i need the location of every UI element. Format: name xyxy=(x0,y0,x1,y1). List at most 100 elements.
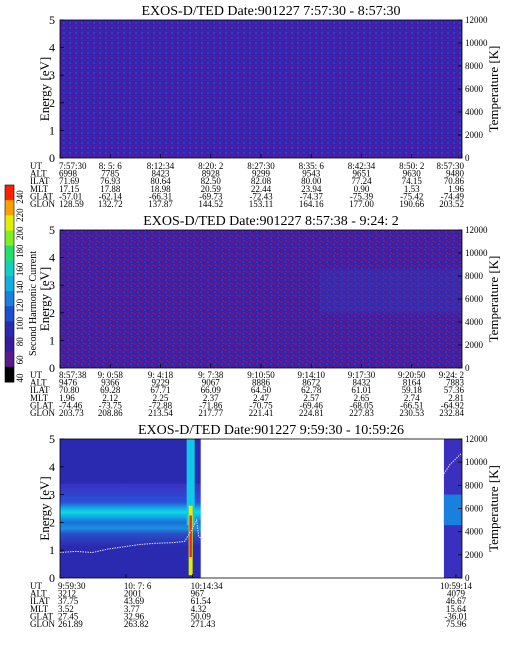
y-tick-label: 4 xyxy=(49,460,55,474)
ephemeris-cell: 137.87 xyxy=(148,199,173,209)
colorbar-swatch xyxy=(5,245,14,262)
colorbar-swatch xyxy=(5,321,14,338)
ephemeris-cell: 23.94 xyxy=(301,184,322,194)
ephemeris-cell: -66.51 xyxy=(400,400,423,410)
y-tick-label: 3 xyxy=(49,488,55,502)
ephemeris-cell: 232.84 xyxy=(439,408,464,418)
ephemeris-cell: 2.47 xyxy=(253,393,269,403)
ephemeris-cell: 3.77 xyxy=(124,604,140,614)
ephemeris-cell: 217.77 xyxy=(198,408,223,418)
heatmap-spike xyxy=(186,439,195,526)
ephemeris-cell: 70.80 xyxy=(59,385,80,395)
ephemeris-cell: 7:57:30 xyxy=(59,161,87,171)
ephemeris-cell: -36.01 xyxy=(444,611,467,621)
ephemeris-cell: 61.01 xyxy=(351,385,371,395)
ephemeris-cell: -72.88 xyxy=(149,400,173,410)
colorbar-tick-label: 240 xyxy=(15,190,25,204)
ephemeris-cell: 2.12 xyxy=(102,393,118,403)
ephemeris-cell: 208.86 xyxy=(98,408,123,418)
colorbar-tick-label: 100 xyxy=(15,316,25,330)
ephemeris-cell: 9366 xyxy=(101,378,120,388)
ephemeris-cell: -62.14 xyxy=(99,191,123,201)
colorbar-tick-label: 180 xyxy=(15,244,25,258)
ephemeris-cell: 1.53 xyxy=(404,184,420,194)
ephemeris-cell: 43.69 xyxy=(124,596,145,606)
ephemeris-cell: 128.59 xyxy=(59,199,84,209)
colorbar-swatch xyxy=(5,185,14,201)
ephemeris-cell: 263.82 xyxy=(124,619,149,629)
ephemeris-cell: -75.39 xyxy=(350,191,374,201)
ephemeris-cell: 80.00 xyxy=(301,176,322,186)
heatmap-band xyxy=(60,483,203,547)
y2-tick-label: 2000 xyxy=(465,130,484,140)
y2-tick-label: 12000 xyxy=(465,225,488,235)
ephemeris-cell: 74.15 xyxy=(402,176,423,186)
ephemeris-cell: 80.64 xyxy=(150,176,171,186)
colorbar-swatch xyxy=(5,366,14,383)
ephemeris-cell: 9: 4:18 xyxy=(148,370,174,380)
colorbar-frame xyxy=(4,184,15,383)
ephemeris-cell: 9476 xyxy=(59,378,78,388)
ephemeris-cell: 4079 xyxy=(447,589,466,599)
heatmap-band xyxy=(320,268,462,313)
ephemeris-row-label: MLT xyxy=(30,184,49,194)
y-tick-label: 5 xyxy=(49,432,55,446)
ephemeris-cell: 203.52 xyxy=(439,199,464,209)
y2-tick-label: 8000 xyxy=(465,271,484,281)
colorbar-swatch xyxy=(5,306,14,322)
ephemeris-cell: 164.16 xyxy=(299,199,324,209)
ephemeris-cell: -64.92 xyxy=(441,400,464,410)
ephemeris-cell: 8672 xyxy=(302,378,320,388)
ephemeris-cell: 8:50: 2 xyxy=(399,161,424,171)
ephemeris-row-label: ILAT xyxy=(30,596,50,606)
ephemeris-cell: 9:10:50 xyxy=(247,370,275,380)
y2-tick-label: 12000 xyxy=(465,15,488,25)
temperature-trace-end xyxy=(443,452,463,475)
ephemeris-cell: 8:35: 6 xyxy=(299,161,325,171)
ephemeris-cell: 8: 5: 6 xyxy=(99,161,123,171)
y-tick-label: 3 xyxy=(49,278,55,292)
ephemeris-cell: 8423 xyxy=(152,169,171,179)
panel-2: EXOS-D/TED Date:901227 8:57:38 - 9:24: 2… xyxy=(30,214,501,418)
ephemeris-cell: 57.36 xyxy=(444,385,465,395)
colorbar-tick-label: 200 xyxy=(15,226,25,240)
y-tick-label: 1 xyxy=(49,543,55,557)
ephemeris-cell: 50.09 xyxy=(191,611,212,621)
ephemeris-cell: 132.72 xyxy=(98,199,123,209)
ephemeris-cell: 75.96 xyxy=(446,619,467,629)
panel-title: EXOS-D/TED Date:901227 7:57:30 - 8:57:30 xyxy=(142,4,401,19)
colorbar-swatch xyxy=(5,200,14,216)
y-axis-label: Energy [eV] xyxy=(37,57,52,121)
temperature-trace xyxy=(59,518,204,554)
ephemeris-cell: 9:24: 2 xyxy=(439,370,464,380)
y2-axis-label: Temperature [K] xyxy=(486,46,501,133)
ephemeris-cell: 9299 xyxy=(252,169,271,179)
ephemeris-cell: 62.78 xyxy=(301,385,322,395)
ephemeris-cell: 9:17:30 xyxy=(348,370,376,380)
colorbar-tick-label: 140 xyxy=(15,280,25,294)
y2-tick-label: 10000 xyxy=(465,248,488,258)
ephemeris-cell: 61.54 xyxy=(191,596,212,606)
ephemeris-cell: 9:14:10 xyxy=(297,370,325,380)
y2-axis-label: Temperature [K] xyxy=(486,256,501,343)
ephemeris-cell: 230.53 xyxy=(399,408,424,418)
ephemeris-cell: 2.74 xyxy=(404,393,420,403)
colorbar-tick-label: 120 xyxy=(15,298,25,312)
panels: EXOS-D/TED Date:901227 7:57:30 - 8:57:30… xyxy=(30,4,501,629)
ephemeris-cell: 177.00 xyxy=(349,199,374,209)
ephemeris-cell: -72.43 xyxy=(249,191,273,201)
ephemeris-row-label: GLAT xyxy=(30,191,53,201)
ephemeris-row-label: GLON xyxy=(30,619,55,629)
ephemeris-cell: 64.50 xyxy=(251,385,272,395)
ephemeris-cell: 82.50 xyxy=(201,176,222,186)
ephemeris-cell: 144.52 xyxy=(198,199,223,209)
y-tick-label: 5 xyxy=(49,13,55,27)
ephemeris-cell: 32.96 xyxy=(124,611,145,621)
ephemeris-row-label: GLON xyxy=(30,199,55,209)
ephemeris-cell: 9229 xyxy=(152,378,171,388)
y2-tick-label: 4000 xyxy=(465,527,484,537)
ephemeris-cell: 17.88 xyxy=(100,184,121,194)
ephemeris-cell: -57.01 xyxy=(59,191,82,201)
colorbar-swatch xyxy=(5,336,14,353)
